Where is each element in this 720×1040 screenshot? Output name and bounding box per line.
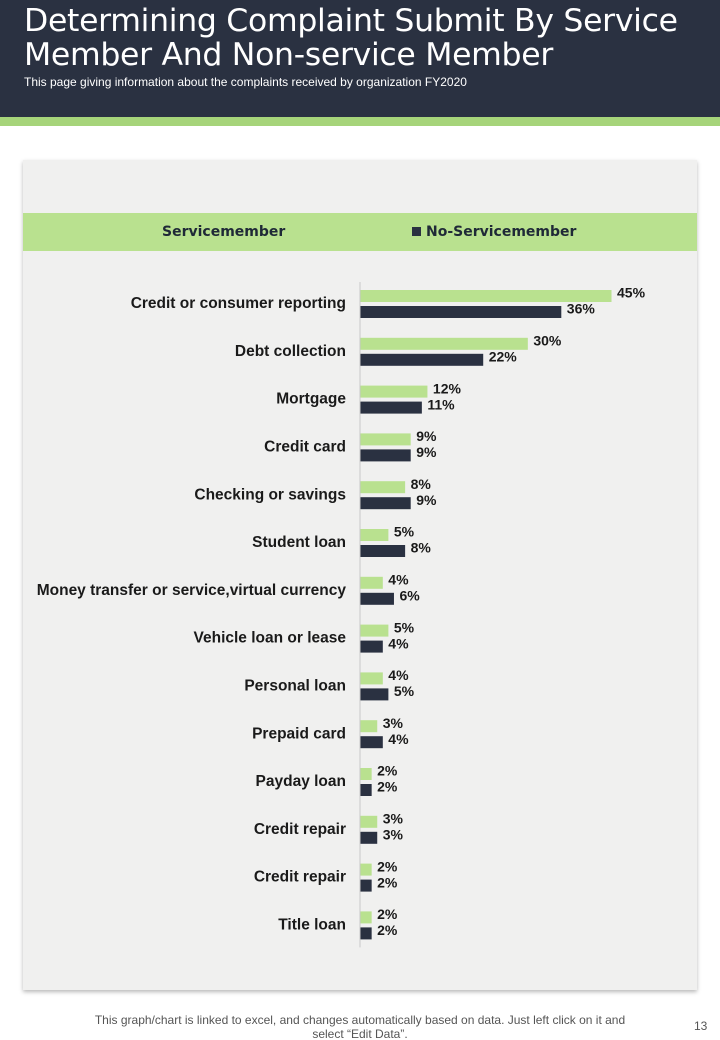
data-label: 5% <box>394 524 415 540</box>
bar-no-servicemember[interactable] <box>360 736 383 749</box>
chart-card[interactable]: Servicemember No-Servicemember Credit or… <box>23 160 697 990</box>
data-label: 9% <box>416 492 437 508</box>
bar-no-servicemember[interactable] <box>360 640 383 653</box>
category-label: Checking or savings <box>194 486 346 503</box>
data-label: 2% <box>377 763 398 779</box>
category-label: Credit or consumer reporting <box>131 295 346 312</box>
data-label: 4% <box>388 731 409 747</box>
bar-servicemember[interactable] <box>360 815 378 828</box>
data-label: 2% <box>377 906 398 922</box>
bar-servicemember[interactable] <box>360 624 389 637</box>
category-label: Credit card <box>264 438 346 455</box>
bar-servicemember[interactable] <box>360 290 612 302</box>
bar-no-servicemember[interactable] <box>360 353 484 366</box>
data-label: 9% <box>416 444 437 460</box>
data-label: 30% <box>533 333 562 349</box>
data-label: 5% <box>394 619 415 635</box>
bar-servicemember[interactable] <box>360 385 428 398</box>
data-label: 45% <box>617 285 646 301</box>
bar-no-servicemember[interactable] <box>360 831 378 844</box>
bar-no-servicemember[interactable] <box>360 449 411 462</box>
bar-servicemember[interactable] <box>360 433 411 446</box>
legend-label-servicemember: Servicemember <box>162 224 286 240</box>
chart-legend: Servicemember No-Servicemember <box>23 213 697 251</box>
bar-no-servicemember[interactable] <box>360 497 411 510</box>
data-label: 4% <box>388 667 409 683</box>
accent-divider <box>0 117 720 126</box>
data-label: 8% <box>411 540 432 556</box>
bar-servicemember[interactable] <box>360 529 389 541</box>
bar-servicemember[interactable] <box>360 768 372 780</box>
bar-servicemember[interactable] <box>360 481 406 494</box>
page-subtitle: This page giving information about the c… <box>24 75 467 89</box>
page-title: Determining Complaint Submit By Service … <box>24 3 678 73</box>
data-label: 2% <box>377 874 398 890</box>
bar-chart[interactable]: Credit or consumer reporting 45% 36% Debt c… <box>23 160 697 990</box>
category-label: Mortgage <box>276 391 346 408</box>
category-label: Credit repair <box>254 821 346 838</box>
header-banner: Determining Complaint Submit By Service … <box>0 0 720 117</box>
category-label: Vehicle loan or lease <box>194 630 347 647</box>
category-label: Payday loan <box>256 773 346 790</box>
data-label: 2% <box>377 858 398 874</box>
bar-no-servicemember[interactable] <box>360 688 389 701</box>
category-label: Credit repair <box>254 869 346 886</box>
bar-no-servicemember[interactable] <box>360 545 406 557</box>
data-label: 12% <box>433 380 462 396</box>
legend-item-servicemember: Servicemember <box>162 224 285 240</box>
data-label: 3% <box>383 811 404 827</box>
bar-servicemember[interactable] <box>360 911 372 924</box>
bar-no-servicemember[interactable] <box>360 306 562 318</box>
legend-swatch-icon <box>412 227 421 236</box>
data-label: 2% <box>377 779 398 795</box>
legend-item-no-servicemember: No-Servicemember <box>412 224 576 240</box>
category-label: Student loan <box>252 534 346 551</box>
category-label: Money transfer or service,virtual curren… <box>37 582 347 599</box>
bar-servicemember[interactable] <box>360 576 383 589</box>
data-label: 36% <box>567 301 596 317</box>
data-label: 11% <box>427 396 455 412</box>
bar-servicemember[interactable] <box>360 863 372 876</box>
bar-no-servicemember[interactable] <box>360 401 422 414</box>
data-label: 4% <box>388 635 409 651</box>
category-label: Prepaid card <box>252 725 346 742</box>
bar-servicemember[interactable] <box>360 672 383 685</box>
category-label: Title loan <box>278 916 346 933</box>
page-number: 13 <box>694 1019 708 1033</box>
bar-no-servicemember[interactable] <box>360 927 372 940</box>
category-label: Debt collection <box>235 343 346 360</box>
bar-no-servicemember[interactable] <box>360 879 372 892</box>
data-label: 3% <box>383 715 404 731</box>
data-label: 6% <box>399 588 420 604</box>
data-label: 9% <box>416 428 437 444</box>
data-label: 8% <box>411 476 432 492</box>
data-label: 4% <box>388 572 409 588</box>
data-label: 5% <box>394 683 415 699</box>
data-label: 22% <box>489 349 518 365</box>
category-label: Personal loan <box>244 677 346 694</box>
bar-servicemember[interactable] <box>360 720 378 733</box>
bar-no-servicemember[interactable] <box>360 592 394 605</box>
data-label: 3% <box>383 827 404 843</box>
bar-no-servicemember[interactable] <box>360 784 372 796</box>
data-label: 2% <box>377 922 398 938</box>
bar-servicemember[interactable] <box>360 337 528 350</box>
legend-label-no-servicemember: No-Servicemember <box>426 224 577 240</box>
footer-note: This graph/chart is linked to excel, and… <box>94 1013 626 1040</box>
